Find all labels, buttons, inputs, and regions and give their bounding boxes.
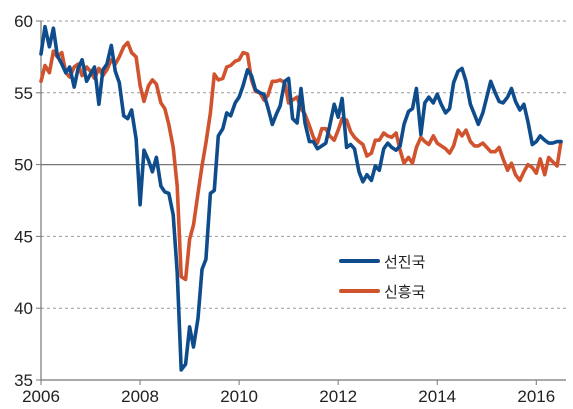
axes [40, 21, 566, 381]
legend: 선진국 신흥국 [339, 253, 426, 301]
x-tick-label: 2010 [220, 387, 258, 406]
x-tick-label: 2006 [22, 387, 60, 406]
x-tick-label: 2012 [319, 387, 357, 406]
x-tick-label: 2014 [418, 387, 456, 406]
series-lines [39, 24, 563, 372]
y-tick-label: 60 [14, 12, 33, 31]
legend-item-advanced: 선진국 [339, 253, 426, 271]
y-tick-label: 55 [14, 84, 33, 103]
x-tick-labels: 2006 2008 2010 2012 2014 2016 [22, 380, 555, 406]
legend-item-emerging: 신흥국 [339, 283, 426, 301]
x-tick-label: 2008 [121, 387, 159, 406]
series-line-emerging [39, 40, 563, 282]
y-tick-label: 50 [14, 156, 33, 175]
legend-label-emerging: 신흥국 [384, 283, 426, 301]
y-tick-label: 45 [14, 227, 33, 246]
y-tick-label: 35 [14, 371, 33, 390]
x-tick-label: 2016 [517, 387, 555, 406]
series-line-advanced [39, 24, 563, 372]
legend-label-advanced: 선진국 [384, 253, 426, 271]
y-tick-label: 40 [14, 299, 33, 318]
grid-lines [41, 20, 566, 309]
y-tick-labels: 35 40 45 50 55 60 [14, 12, 41, 390]
